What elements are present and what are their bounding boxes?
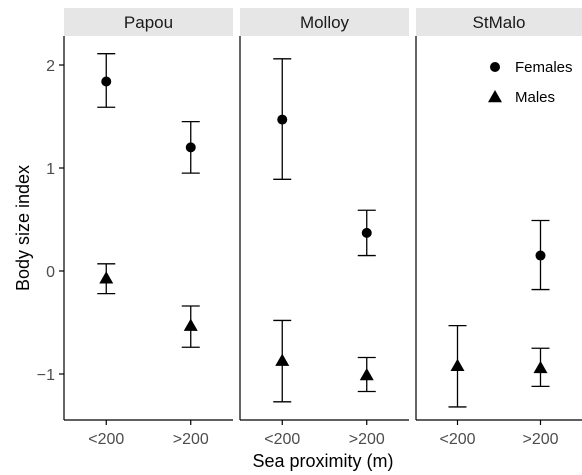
- female-point: [185, 142, 196, 153]
- y-tick-label: 0: [46, 264, 55, 281]
- female-point: [277, 114, 288, 125]
- male-point: [275, 353, 290, 366]
- facet-strip-molloy: [240, 8, 409, 36]
- facet-label-stmalo: StMalo: [473, 13, 526, 32]
- legend-circle-icon: [490, 62, 500, 72]
- x-axis-title: Sea proximity (m): [252, 451, 393, 471]
- x-tick-label: >200: [349, 431, 385, 448]
- male-point: [533, 360, 548, 374]
- female-point: [361, 227, 372, 238]
- female-point: [535, 250, 546, 261]
- x-tick-label: <200: [264, 431, 300, 448]
- y-axis-title: Body size index: [13, 165, 33, 291]
- y-tick-label: −1: [37, 367, 55, 384]
- facet-strip-papou: [64, 8, 233, 36]
- male-point: [359, 368, 374, 381]
- facet-label-papou: Papou: [124, 13, 173, 32]
- y-tick-label: 2: [46, 58, 55, 75]
- x-tick-label: <200: [439, 431, 475, 448]
- y-tick-label: 1: [46, 161, 55, 178]
- female-point: [101, 76, 112, 87]
- legend-triangle-icon: [488, 90, 502, 103]
- facet-label-molloy: Molloy: [300, 13, 350, 32]
- x-tick-label: >200: [173, 431, 209, 448]
- x-tick-label: >200: [522, 431, 558, 448]
- male-point: [99, 271, 114, 284]
- legend-label-females: Females: [515, 59, 573, 76]
- facet-strip-stmalo: [416, 8, 582, 36]
- legend-label-males: Males: [515, 89, 555, 106]
- x-tick-label: <200: [88, 431, 124, 448]
- male-point: [183, 318, 198, 331]
- male-point: [450, 358, 465, 372]
